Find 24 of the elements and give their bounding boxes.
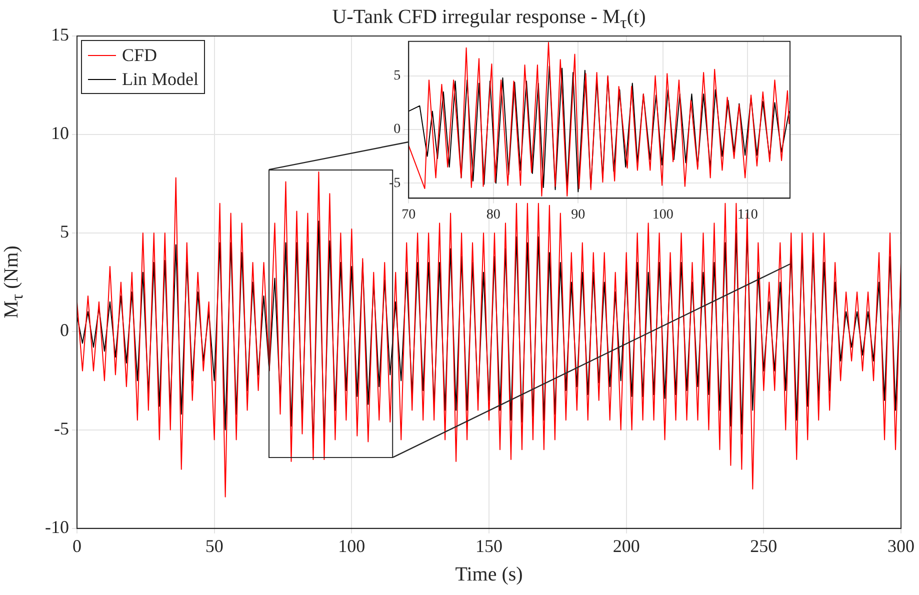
x-tick-label: 200	[612, 536, 640, 556]
x-tick-label: 70	[402, 207, 416, 222]
y-tick-label: 10	[50, 123, 69, 144]
y-tick-label: -10	[44, 517, 69, 538]
x-tick-label: 100	[652, 207, 674, 222]
x-tick-label: 80	[486, 207, 500, 222]
y-tick-label: 5	[394, 68, 401, 84]
x-tick-label: 250	[750, 536, 778, 556]
chart-title: U-Tank CFD irregular response - M$_{τ}$(t)	[331, 6, 647, 33]
y-tick-label: 5	[60, 222, 69, 242]
y-tick-label: 0	[60, 320, 69, 340]
legend-label: Lin Model	[122, 68, 198, 91]
x-tick-label: 90	[571, 207, 586, 222]
y-tick-label: 0	[394, 122, 401, 138]
legend-label: CFD	[122, 44, 157, 67]
y-tick-label: 15	[50, 24, 69, 45]
x-tick-label: 300	[888, 536, 914, 556]
x-tick-label: 0	[72, 536, 82, 556]
x-tick-label: 100	[338, 536, 366, 556]
y-tick-label: -5	[54, 418, 69, 439]
x-axis-title: Time (s)	[455, 563, 523, 586]
x-tick-label: 110	[737, 207, 758, 222]
x-tick-label: 150	[475, 536, 502, 556]
x-tick-label: 50	[205, 536, 224, 556]
